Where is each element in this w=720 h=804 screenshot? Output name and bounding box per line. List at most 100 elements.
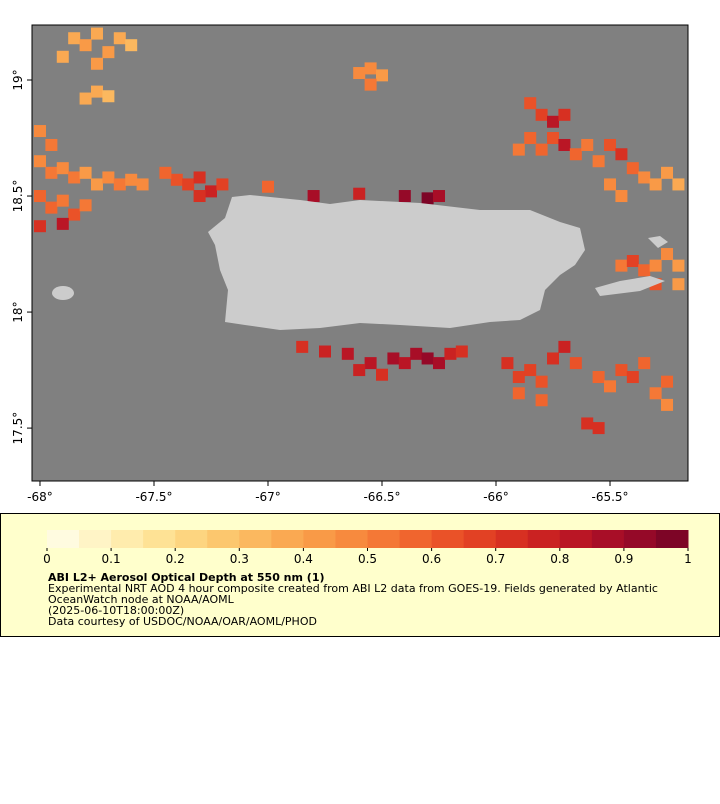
x-tick-label: -66° xyxy=(483,490,509,504)
aod-cell xyxy=(364,78,377,91)
aod-cell xyxy=(90,178,103,191)
colorbar-swatch xyxy=(495,530,529,548)
aod-cell xyxy=(102,46,115,59)
aod-cell xyxy=(398,190,411,203)
aod-cell xyxy=(182,178,195,191)
aod-cell xyxy=(433,190,446,203)
aod-cell xyxy=(615,259,628,272)
aod-cell xyxy=(626,371,639,384)
aod-cell xyxy=(56,194,69,207)
aod-cell xyxy=(33,125,46,138)
caption-line: OceanWatch node at NOAA/AOML xyxy=(48,593,235,606)
aod-cell xyxy=(524,364,537,377)
aod-cell xyxy=(638,264,651,277)
aod-cell xyxy=(421,352,434,365)
aod-cell xyxy=(661,398,674,411)
y-tick-label: 18° xyxy=(11,301,25,322)
aod-cell xyxy=(125,39,138,52)
colorbar-tick-label: 0.2 xyxy=(166,552,185,566)
mona-island xyxy=(52,286,74,300)
aod-cell xyxy=(592,422,605,435)
aod-cell xyxy=(318,345,331,358)
aod-cell xyxy=(136,178,149,191)
aod-cell xyxy=(410,347,423,360)
aod-cell xyxy=(604,138,617,151)
colorbar-swatch xyxy=(143,530,176,548)
caption-lines: Experimental NRT AOD 4 hour composite cr… xyxy=(48,582,658,628)
colorbar-swatch xyxy=(303,530,336,548)
aod-cell xyxy=(558,108,571,121)
colorbar-swatch xyxy=(207,530,240,548)
aod-cell xyxy=(569,148,582,161)
colorbar-tick-label: 0 xyxy=(43,552,51,566)
aod-cell xyxy=(90,57,103,70)
aod-cell xyxy=(592,371,605,384)
colorbar-swatch xyxy=(655,530,689,548)
aod-cell xyxy=(68,208,81,221)
aod-cell xyxy=(364,62,377,75)
aod-cell xyxy=(170,173,183,186)
aod-layer xyxy=(33,27,685,435)
y-tick-label: 17.5° xyxy=(11,412,25,445)
aod-cell xyxy=(33,220,46,233)
aod-cell xyxy=(56,217,69,230)
aod-cell xyxy=(512,387,525,400)
aod-cell xyxy=(615,364,628,377)
aod-cell xyxy=(102,171,115,184)
caption-line: Experimental NRT AOD 4 hour composite cr… xyxy=(48,582,658,595)
aod-cell xyxy=(615,148,628,161)
aod-cell xyxy=(512,371,525,384)
aod-cell xyxy=(90,85,103,98)
caption-title: ABI L2+ Aerosol Optical Depth at 550 nm … xyxy=(48,571,325,584)
colorbar-swatch xyxy=(623,530,657,548)
aod-cell xyxy=(547,115,560,128)
aod-cell xyxy=(638,357,651,370)
aod-cell xyxy=(501,357,514,370)
aod-cell xyxy=(535,375,548,388)
aod-cell xyxy=(79,39,92,52)
aod-cell xyxy=(626,162,639,175)
aod-cell xyxy=(604,178,617,191)
caption-line: Data courtesy of USDOC/NOAA/OAR/AOML/PHO… xyxy=(48,615,317,628)
aod-cell xyxy=(455,345,468,358)
colorbar-tick-label: 1 xyxy=(684,552,692,566)
aod-cell xyxy=(376,368,389,381)
aod-cell xyxy=(364,357,377,370)
aod-cell xyxy=(433,357,446,370)
aod-cell xyxy=(535,108,548,121)
colorbar-swatch xyxy=(559,530,593,548)
colorbar-tick-label: 0.4 xyxy=(294,552,313,566)
x-tick-label: -68° xyxy=(27,490,53,504)
aod-cell xyxy=(444,347,457,360)
y-tick-label: 19° xyxy=(11,69,25,90)
aod-cell xyxy=(547,352,560,365)
colorbar-swatch xyxy=(591,530,625,548)
aod-cell xyxy=(341,347,354,360)
aod-cell xyxy=(353,187,366,200)
aod-cell xyxy=(296,340,309,353)
aod-cell xyxy=(45,166,58,179)
aod-cell xyxy=(649,178,662,191)
aod-cell xyxy=(604,380,617,393)
aod-cell xyxy=(193,190,206,203)
aod-cell xyxy=(376,69,389,82)
aod-cell xyxy=(45,138,58,151)
colorbar-swatch xyxy=(367,530,401,548)
colorbar-tick-label: 0.3 xyxy=(230,552,249,566)
x-tick-label: -67° xyxy=(255,490,281,504)
colorbar-tick-label: 0.5 xyxy=(358,552,377,566)
colorbar-swatch xyxy=(463,530,497,548)
aod-cell xyxy=(353,364,366,377)
aod-cell xyxy=(398,357,411,370)
colorbar-tick-label: 0.8 xyxy=(550,552,569,566)
colorbar-tick-label: 0.7 xyxy=(486,552,505,566)
land xyxy=(52,195,668,330)
aod-cell xyxy=(79,199,92,212)
aod-cell xyxy=(649,259,662,272)
aod-cell xyxy=(353,67,366,80)
aod-cell xyxy=(56,50,69,63)
aod-cell xyxy=(33,155,46,168)
aod-cell xyxy=(159,166,172,179)
plot-frame xyxy=(31,24,689,482)
